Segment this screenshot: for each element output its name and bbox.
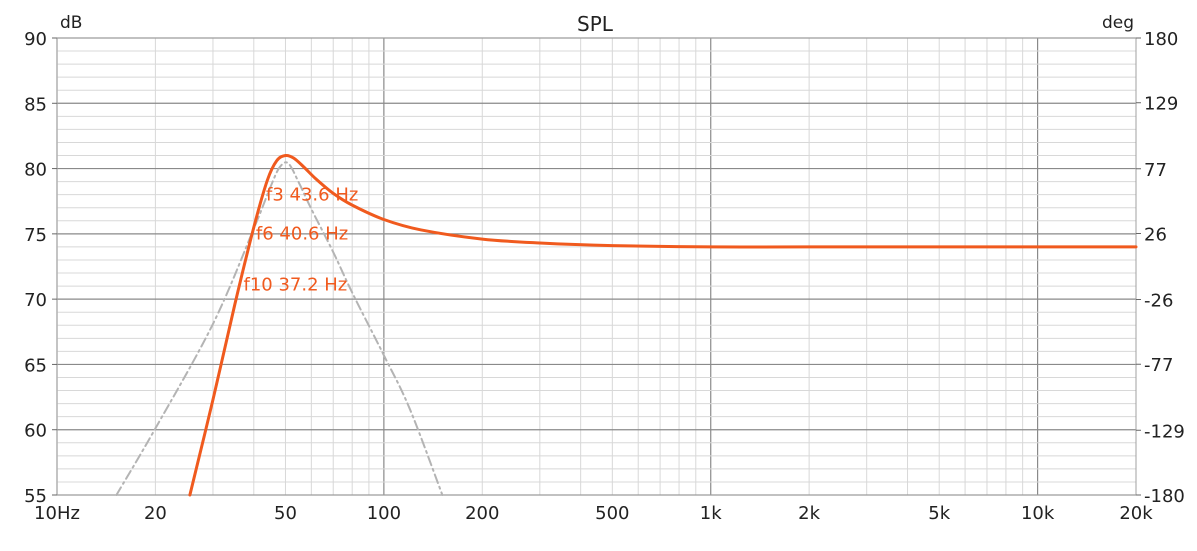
cutoff-annotation: f6 40.6 Hz (256, 224, 348, 245)
y2-tick-label: -26 (1144, 291, 1173, 312)
x-tick-label: 500 (595, 503, 629, 524)
y-tick-label: 85 (24, 94, 47, 115)
y2-tick-label: 180 (1144, 29, 1178, 50)
y2-tick-label: -129 (1144, 421, 1185, 442)
y2-tick-label: 129 (1144, 94, 1178, 115)
y-tick-label: 70 (24, 290, 47, 311)
x-tick-label: 1k (700, 503, 722, 524)
y-tick-label: 80 (24, 160, 47, 181)
x-tick-label: 2k (798, 503, 820, 524)
reference-response-curve (115, 161, 444, 496)
y-tick-label: 55 (24, 486, 47, 507)
x-tick-label: 50 (274, 503, 297, 524)
y-tick-label: 75 (24, 225, 47, 246)
y2-tick-label: 77 (1144, 160, 1167, 181)
spl-response-curve (188, 153, 1138, 497)
y2-tick-label: 26 (1144, 224, 1167, 245)
x-tick-label: 5k (928, 503, 950, 524)
y2-tick-label: -180 (1144, 486, 1185, 507)
x-tick-label: 10k (1021, 503, 1055, 524)
annotation-layer: f3 43.6 Hz f6 40.6 Hz f10 37.2 Hz (243, 184, 358, 295)
y-tick-label: 90 (24, 29, 47, 50)
x-tick-label: 100 (367, 503, 401, 524)
y-tick-label: 65 (24, 355, 47, 376)
chart-title: SPL (577, 12, 614, 36)
right-axis-unit: deg (1102, 13, 1134, 33)
x-tick-label: 200 (465, 503, 499, 524)
plot-frame (56, 37, 1137, 496)
series-layer (115, 153, 1138, 497)
axis-layer: 10Hz 20 50 100 200 500 1k 2k 5k 10k 20k 90 85 80 75 70 6… (24, 29, 1185, 524)
x-tick-label: 20 (144, 503, 167, 524)
grid (56, 37, 1137, 496)
x-tick-label: 10Hz (34, 503, 80, 524)
x-tick-label: 20k (1119, 503, 1153, 524)
cutoff-annotation: f3 43.6 Hz (266, 184, 358, 205)
y2-tick-label: -77 (1144, 355, 1173, 376)
left-axis-unit: dB (60, 13, 82, 33)
cutoff-annotation: f10 37.2 Hz (243, 274, 347, 295)
y-tick-label: 60 (24, 421, 47, 442)
